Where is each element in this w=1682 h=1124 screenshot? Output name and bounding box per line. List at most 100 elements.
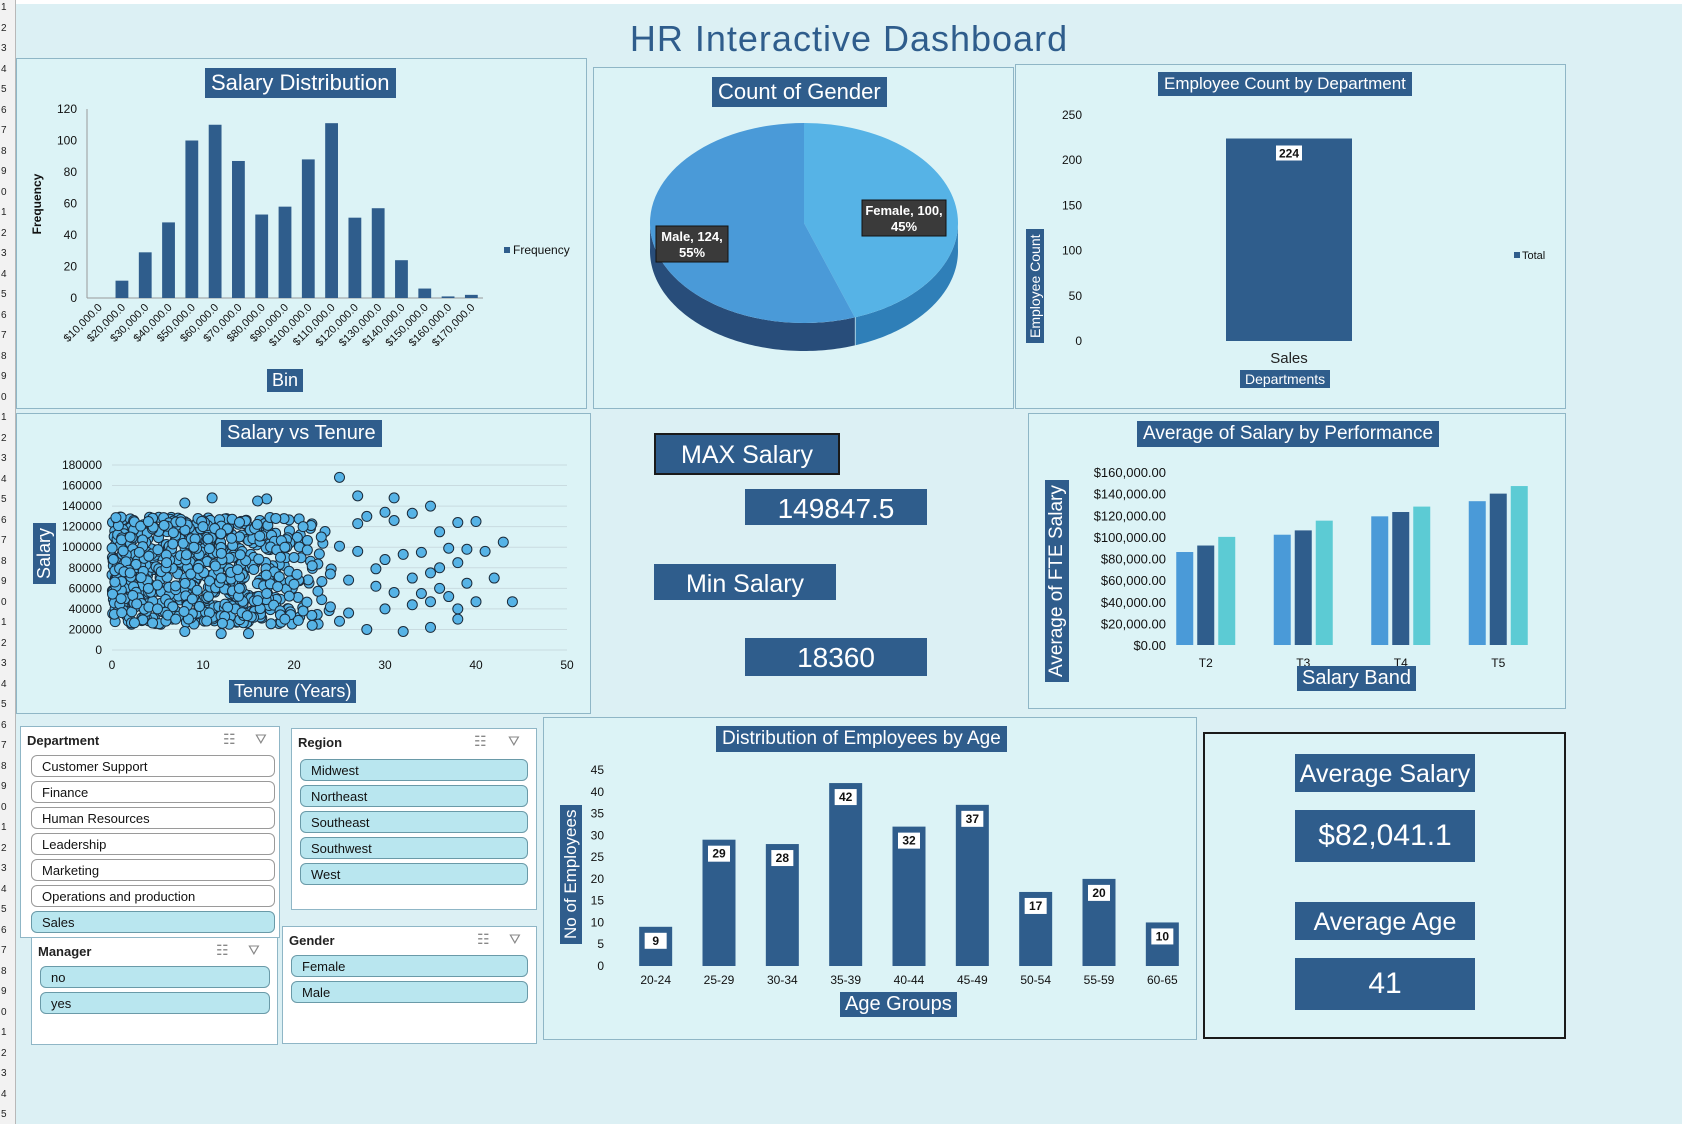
row-number: 0 xyxy=(1,391,7,403)
data-label-box xyxy=(1088,884,1110,901)
row-number: 3 xyxy=(1,248,7,259)
slicer-item-midwest[interactable]: Midwest xyxy=(300,759,528,781)
department-bar xyxy=(1226,138,1352,341)
slicer-item-yes[interactable]: yes xyxy=(40,992,270,1014)
clear-filter-icon[interactable]: ⛛ xyxy=(255,731,267,747)
histogram-bar xyxy=(348,217,362,298)
scatter-point xyxy=(306,619,318,631)
scatter-point xyxy=(252,595,264,607)
scatter-point xyxy=(379,506,391,518)
histogram-bar xyxy=(441,296,455,298)
clear-filter-icon[interactable]: ⛛ xyxy=(508,733,520,749)
scatter-point xyxy=(175,516,187,528)
legend-label: Frequency xyxy=(513,243,570,257)
scatter-point xyxy=(215,547,227,559)
scatter-point xyxy=(252,495,264,507)
slicer-item-no[interactable]: no xyxy=(40,966,270,988)
performance-bar xyxy=(1176,552,1194,645)
row-number: 2 xyxy=(1,842,7,854)
y-tick-label: 0 xyxy=(95,643,102,657)
y-tick-label: $120,000.00 xyxy=(1094,508,1166,523)
scatter-point xyxy=(243,628,254,640)
data-label: 28 xyxy=(776,851,790,865)
y-tick-label: 200 xyxy=(1062,153,1082,167)
scatter-point xyxy=(197,521,209,533)
region-slicer[interactable]: Region ☷ ⛛ Midwest Northeast Southeast S… xyxy=(291,728,537,910)
histogram-bar xyxy=(464,294,478,298)
x-tick-label: 45-49 xyxy=(957,973,988,987)
multi-select-icon[interactable]: ☷ xyxy=(216,942,229,958)
clear-filter-icon[interactable]: ⛛ xyxy=(509,931,521,947)
salary-distribution-chart: 020406080100120$10,000.0$20,000.0$30,000… xyxy=(30,102,570,349)
slicer-item-southwest[interactable]: Southwest xyxy=(300,837,528,859)
row-number: 4 xyxy=(1,63,7,75)
pie-data-label: Male, 124, xyxy=(661,229,722,244)
slicer-item-marketing[interactable]: Marketing xyxy=(31,859,275,881)
legend-swatch xyxy=(504,247,510,253)
scatter-point xyxy=(167,601,179,613)
y-axis-label: Employee Count xyxy=(1026,229,1044,343)
y-tick-label: 40 xyxy=(591,785,605,799)
manager-slicer[interactable]: Manager ☷ ⛛ no yes xyxy=(31,937,278,1045)
slicer-item-human-resources[interactable]: Human Resources xyxy=(31,807,275,829)
scatter-point xyxy=(313,548,325,560)
scatter-point xyxy=(185,568,197,580)
salary-distribution-panel[interactable]: Salary Distribution 0 20 40 60 80 100 120 $10,0… xyxy=(16,58,587,409)
scatter-point xyxy=(315,531,327,543)
y-tick-label: 25 xyxy=(591,850,605,864)
employee-count-department-panel[interactable]: Employee Count by Department 0 50 100 150 20… xyxy=(1015,64,1566,409)
y-tick-label: 140000 xyxy=(62,499,102,513)
slicer-item-west[interactable]: West xyxy=(300,863,528,885)
multi-select-icon[interactable]: ☷ xyxy=(223,731,236,747)
slicer-item-male[interactable]: Male xyxy=(291,981,528,1003)
scatter-point xyxy=(279,541,291,553)
scatter-point xyxy=(379,603,391,615)
age-distribution-panel[interactable]: Distribution of Employees by Age 0 5 10 15 2… xyxy=(543,717,1197,1040)
multi-select-icon[interactable]: ☷ xyxy=(477,931,490,947)
slicer-item-northeast[interactable]: Northeast xyxy=(300,785,528,807)
slicer-item-sales[interactable]: Sales xyxy=(31,911,275,933)
scatter-point xyxy=(201,615,213,627)
scatter-point xyxy=(179,577,191,589)
y-tick-label: 60 xyxy=(64,197,78,211)
gender-slicer[interactable]: Gender ☷ ⛛ Female Male xyxy=(282,926,537,1044)
row-number: 5 xyxy=(1,494,7,505)
performance-bar xyxy=(1218,536,1236,645)
pie-slice-male xyxy=(650,123,855,323)
row-number: 2 xyxy=(1,432,7,444)
count-of-gender-panel[interactable]: Count of Gender Female, 100, 45% Male, 124… xyxy=(593,67,1014,409)
multi-select-icon[interactable]: ☷ xyxy=(474,733,487,749)
slicer-item-leadership[interactable]: Leadership xyxy=(31,833,275,855)
slicer-item-finance[interactable]: Finance xyxy=(31,781,275,803)
scatter-point xyxy=(488,572,500,584)
y-axis-label: Frequency xyxy=(30,173,44,234)
y-tick-label: $0.00 xyxy=(1133,638,1166,653)
x-axis-label: Age Groups xyxy=(840,992,957,1017)
scatter-point xyxy=(506,596,518,608)
scatter-point xyxy=(434,526,446,538)
slicer-item-customer-support[interactable]: Customer Support xyxy=(31,755,275,777)
x-tick-label: 35-39 xyxy=(830,973,861,987)
avg-salary-performance-panel[interactable]: Average of Salary by Performance $0.00 $2… xyxy=(1028,413,1566,709)
scatter-point xyxy=(452,603,464,615)
row-number: 2 xyxy=(1,637,7,649)
data-label: 9 xyxy=(652,934,659,948)
slicer-item-southeast[interactable]: Southeast xyxy=(300,811,528,833)
salary-vs-tenure-panel[interactable]: Salary vs Tenure 0 20000 40000 60000 80000 10… xyxy=(16,413,591,714)
scatter-point xyxy=(443,591,455,603)
department-slicer[interactable]: Department ☷ ⛛ Customer Support Finance … xyxy=(20,726,280,938)
x-tick-label: 55-59 xyxy=(1084,973,1115,987)
scatter-point xyxy=(352,545,364,557)
slicer-item-female[interactable]: Female xyxy=(291,955,528,977)
y-tick-label: 0 xyxy=(597,959,604,973)
scatter-point xyxy=(461,577,473,589)
x-axis-label: Departments xyxy=(1240,370,1331,388)
clear-filter-icon[interactable]: ⛛ xyxy=(248,942,260,958)
scatter-point xyxy=(279,613,291,625)
row-number: 7 xyxy=(1,125,7,136)
data-label-box xyxy=(771,850,794,867)
scatter-point xyxy=(292,614,304,626)
y-tick-label: 80000 xyxy=(69,561,103,575)
slicer-item-operations[interactable]: Operations and production xyxy=(31,885,275,907)
scatter-point xyxy=(142,582,154,594)
